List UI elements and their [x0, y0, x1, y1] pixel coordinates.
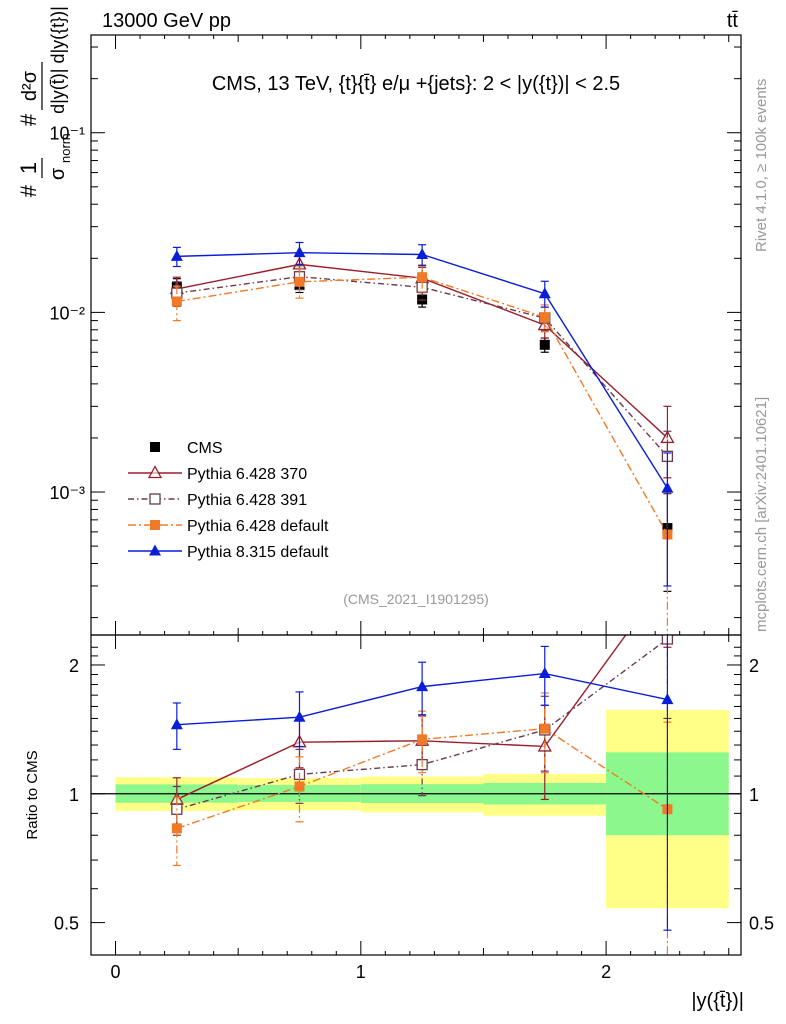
legend-marker-pythia-6-428-370	[147, 465, 163, 479]
rivet-label: Rivet 4.1.0, ≥ 100k events	[753, 79, 770, 252]
data-point-pythia-8-315-default	[416, 680, 429, 692]
ylabel-denominator: d|y(t̄)| d|y({t})|	[48, 6, 68, 114]
series-pythia-6-428-default	[171, 692, 673, 955]
data-point-pythia-6-428-default	[294, 781, 305, 792]
legend-marker-pythia-8-315-default	[149, 544, 161, 556]
data-point-pythia-6-428-default	[294, 276, 305, 287]
legend-label-pythia-6-428-370: Pythia 6.428 370	[187, 466, 307, 483]
data-point-pythia-6-428-default	[417, 734, 428, 745]
data-point-pythia-8-315-default	[661, 481, 674, 493]
data-point-pythia-8-315-default	[416, 247, 429, 259]
data-point-pythia-6-428-default	[539, 312, 550, 323]
series-pythia-6-428-391	[171, 265, 674, 495]
main-y-tick-label: 10⁻³	[49, 483, 85, 503]
data-point-pythia-6-428-default	[171, 823, 182, 834]
series-pythia-8-315-default	[170, 241, 674, 587]
analysis-tag: (CMS_2021_I1901295)	[343, 591, 489, 607]
energy-label: 13000 GeV pp	[102, 10, 231, 32]
ratio-y-axis-label: Ratio to CMS	[24, 750, 41, 839]
data-point-pythia-8-315-default	[293, 246, 306, 258]
ylabel-hash2: #	[16, 113, 41, 126]
data-point-pythia-8-315-default	[661, 693, 674, 705]
ylabel-one: 1	[16, 162, 41, 174]
data-point-pythia-8-315-default	[170, 249, 183, 261]
x-axis-label: |y({t̄})|	[691, 990, 744, 1012]
ratio-panel-series	[169, 635, 674, 955]
main-y-tick-label: 10⁻¹	[49, 124, 85, 144]
legend-label-pythia-6-428-391: Pythia 6.428 391	[187, 492, 307, 509]
data-point-pythia-8-315-default	[293, 710, 306, 722]
main-panel-axes: 10⁻¹ 10⁻² 10⁻³	[49, 35, 741, 635]
data-point-pythia-6-428-default	[171, 296, 182, 307]
data-point-pythia-8-315-default	[538, 667, 551, 679]
data-point-pythia-8-315-default	[538, 287, 551, 299]
ylabel-sigma: σ	[47, 167, 69, 180]
legend-label-pythia-8-315-default: Pythia 8.315 default	[187, 544, 329, 561]
mcplots-label: mcplots.cern.ch [arXiv:2401.10621]	[753, 397, 770, 632]
ratio-panel-axes: 0.5 0.5 1 1 2 2 0 1 2	[54, 635, 774, 982]
ratio-y-tick-label-right: 1	[749, 785, 759, 805]
series-line-pythia-6-428-391	[176, 638, 668, 810]
data-point-cms	[539, 339, 550, 350]
series-pythia-8-315-default	[170, 635, 674, 931]
ratio-y-tick-label-left: 2	[69, 656, 79, 676]
ratio-y-tick-label-right: 2	[749, 656, 759, 676]
ratio-panel-frame	[90, 634, 742, 956]
legend-marker-pythia-6-428-default	[150, 520, 160, 530]
data-point-pythia-6-428-default	[539, 723, 550, 734]
legend-marker-cms	[150, 442, 160, 452]
x-tick-label: 0	[111, 962, 121, 982]
process-label: tt̄	[727, 10, 739, 32]
ylabel-hash1: #	[16, 184, 41, 197]
ratio-y-tick-label-left: 1	[69, 785, 79, 805]
main-y-tick-label: 10⁻²	[49, 303, 85, 323]
main-panel-series	[169, 241, 675, 635]
x-tick-label: 2	[601, 962, 611, 982]
ratio-y-tick-label-left: 0.5	[54, 914, 79, 934]
main-title: CMS, 13 TeV, {t}{t̄} e/μ +{jets}: 2 < |y…	[212, 73, 620, 95]
x-tick-label: 1	[356, 962, 366, 982]
legend-marker-pythia-6-428-391	[149, 493, 161, 505]
ratio-y-tick-label-right: 0.5	[749, 914, 774, 934]
ylabel-numerator: d²σ	[19, 70, 41, 101]
main-y-axis-label: # 1 σ norm # d²σ d|y(t̄)| d|y({t})|	[16, 6, 73, 197]
legend-label-cms: CMS	[187, 440, 223, 457]
data-point-pythia-8-315-default	[170, 718, 183, 730]
legend-label-pythia-6-428-default: Pythia 6.428 default	[187, 518, 329, 535]
legend: CMS Pythia 6.428 370 Pythia 6.428 391 Pythi…	[128, 440, 329, 561]
data-point-pythia-6-428-default	[417, 272, 428, 283]
ylabel-norm: norm	[58, 133, 73, 163]
